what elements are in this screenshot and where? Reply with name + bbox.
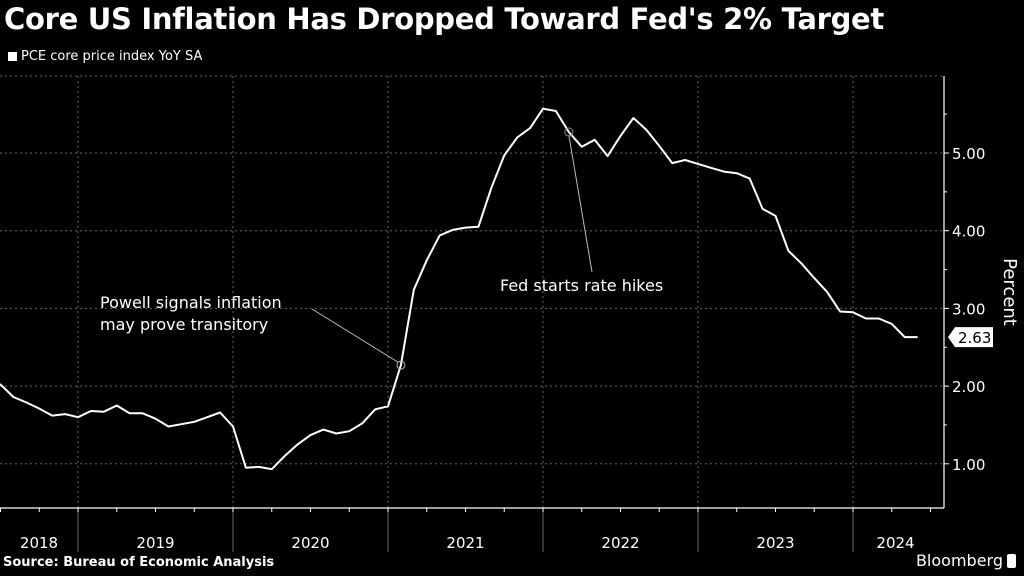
annotation-marker bbox=[564, 127, 574, 137]
x-tick-label: 2021 bbox=[446, 534, 484, 552]
x-tick-label: 2018 bbox=[20, 534, 58, 552]
last-value-badge bbox=[948, 327, 993, 348]
legend-swatch bbox=[8, 52, 17, 61]
y-axis-title: Percent bbox=[999, 258, 1020, 326]
annotation-leader bbox=[311, 308, 399, 363]
legend: PCE core price index YoY SA bbox=[8, 49, 202, 64]
x-tick-label: 2019 bbox=[136, 534, 174, 552]
y-tick-label: 2.00 bbox=[952, 378, 985, 396]
last-value-label: 2.63 bbox=[958, 329, 991, 347]
x-tick-label: 2020 bbox=[291, 534, 329, 552]
y-tick-label: 3.00 bbox=[952, 300, 985, 318]
bloomberg-icon bbox=[1007, 553, 1016, 568]
annotation-leader bbox=[568, 134, 593, 273]
annotation-text: may prove transitory bbox=[100, 315, 268, 334]
legend-label: PCE core price index YoY SA bbox=[21, 49, 203, 64]
annotation-marker bbox=[396, 360, 406, 370]
annotation-text: Fed starts rate hikes bbox=[500, 276, 663, 295]
tick-labels: 1.00 2.00 3.00 4.00 5.00 2018 2019 2020 2021 2022… bbox=[20, 145, 1020, 552]
brand-logo: Bloomberg bbox=[916, 551, 1016, 570]
source-note: Source: Bureau of Economic Analysis bbox=[3, 555, 275, 570]
chart-title: Core US Inflation Has Dropped Toward Fed… bbox=[4, 2, 884, 36]
series-layer bbox=[0, 107, 918, 471]
x-tick-label: 2023 bbox=[756, 534, 794, 552]
annotations-layer: Powell signals inflation may prove transi… bbox=[100, 127, 663, 370]
series-line bbox=[0, 107, 918, 471]
brand-name: Bloomberg bbox=[915, 551, 1003, 570]
y-tick-label: 4.00 bbox=[952, 223, 985, 241]
x-tick-label: 2024 bbox=[876, 534, 914, 552]
x-tick-label: 2022 bbox=[601, 534, 639, 552]
axes bbox=[0, 76, 949, 552]
y-tick-label: 1.00 bbox=[952, 456, 985, 474]
annotation-text: Powell signals inflation bbox=[100, 293, 282, 312]
y-tick-label: 5.00 bbox=[952, 145, 985, 163]
gridlines bbox=[0, 75, 944, 508]
